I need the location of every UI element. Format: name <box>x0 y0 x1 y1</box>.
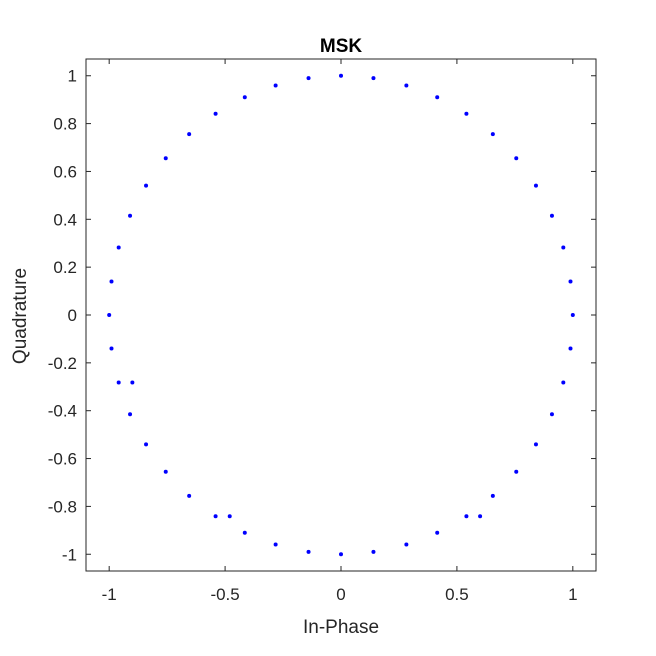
plot-area <box>85 58 597 572</box>
data-point <box>371 549 376 554</box>
y-tick-label: -0.8 <box>48 497 77 516</box>
chart-title: MSK <box>320 36 363 57</box>
x-axis-label: In-Phase <box>303 617 379 638</box>
data-point <box>306 76 311 81</box>
y-tick-label: -0.6 <box>48 450 77 469</box>
data-point <box>130 380 135 385</box>
y-axis-ticks: -1 -0.8 -0.6 -0.4 -0.2 0 0.2 0.4 0.6 0.8 1 <box>48 67 596 564</box>
data-point <box>213 514 218 519</box>
data-point <box>568 346 573 351</box>
data-point <box>144 442 149 447</box>
data-point <box>404 542 409 547</box>
data-point <box>533 442 538 447</box>
data-point <box>435 530 440 535</box>
data-point <box>273 542 278 547</box>
data-point <box>109 346 114 351</box>
data-point <box>570 313 575 317</box>
y-tick-label: -1 <box>62 545 77 564</box>
data-point <box>306 549 311 554</box>
data-point <box>109 279 114 284</box>
data-point <box>549 412 554 417</box>
data-point <box>144 183 149 188</box>
data-point <box>490 132 495 137</box>
y-tick-label: 1 <box>68 67 77 86</box>
data-point <box>478 514 483 519</box>
data-point <box>568 279 573 284</box>
data-points <box>107 73 575 557</box>
data-point <box>533 183 538 188</box>
x-tick-label: 0 <box>336 585 345 604</box>
data-point <box>339 552 343 557</box>
x-tick-label: 0.5 <box>445 585 469 604</box>
data-point <box>404 83 409 88</box>
y-tick-label: 0.8 <box>53 115 77 134</box>
data-point <box>490 493 495 498</box>
x-tick-label: 1 <box>568 585 577 604</box>
y-tick-label: 0.2 <box>53 258 77 277</box>
data-point <box>163 469 168 474</box>
y-tick-label: 0.4 <box>53 210 77 229</box>
data-point <box>116 380 121 385</box>
data-point <box>514 156 519 161</box>
data-point <box>128 213 133 218</box>
x-tick-label: -0.5 <box>210 585 239 604</box>
y-tick-label: -0.2 <box>48 354 77 373</box>
data-point <box>107 313 112 317</box>
data-point <box>435 95 440 100</box>
data-point <box>242 530 247 535</box>
data-point <box>339 73 343 78</box>
data-point <box>549 213 554 218</box>
data-point <box>213 111 218 116</box>
data-point <box>514 469 519 474</box>
data-point <box>128 412 133 417</box>
data-point <box>464 111 469 116</box>
y-tick-label: 0 <box>68 306 77 325</box>
data-point <box>187 493 192 498</box>
x-tick-label: -1 <box>102 585 117 604</box>
data-point <box>163 156 168 161</box>
y-tick-label: -0.4 <box>48 402 77 421</box>
data-point <box>187 132 192 137</box>
data-point <box>561 380 566 385</box>
data-point <box>561 245 566 250</box>
y-axis-label: Quadrature <box>10 268 31 364</box>
y-tick-label: 0.6 <box>53 162 77 181</box>
data-point <box>371 76 376 81</box>
data-point <box>464 514 469 519</box>
data-point <box>242 95 247 100</box>
x-axis-ticks: -1 -0.5 0 0.5 1 <box>102 59 578 604</box>
data-point <box>227 514 232 519</box>
data-point <box>116 245 121 250</box>
data-point <box>273 83 278 88</box>
